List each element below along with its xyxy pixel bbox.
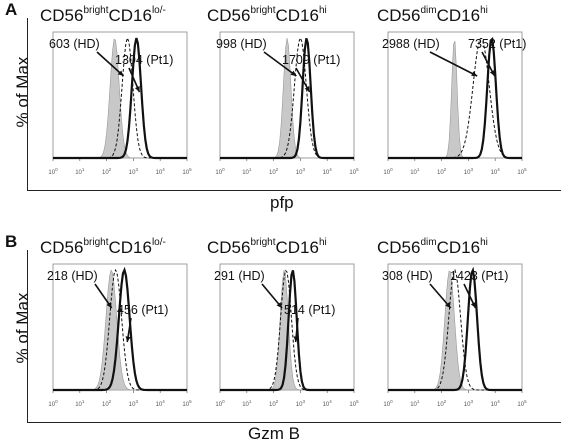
x-tick-label: 100 [48, 167, 58, 176]
pt-annotation-arrowhead [134, 86, 140, 92]
x-tick-label: 104 [156, 167, 166, 176]
x-tick-label: 102 [437, 399, 447, 408]
x-tick-label: 100 [215, 167, 225, 176]
x-tick-label: 101 [410, 167, 420, 176]
x-tick-label: 104 [491, 167, 501, 176]
x-tick-label: 100 [48, 399, 58, 408]
hd-annotation-arrowhead [445, 302, 451, 308]
hd-annotation-label: 308 (HD) [382, 269, 433, 283]
x-tick-label: 102 [269, 167, 279, 176]
panel-a-subplot-3: 100 101 102 103 104 105 2988 (HD) 7352 (Pt1) [382, 31, 527, 176]
hd-annotation-arrowhead [106, 302, 112, 308]
pt-annotation-label: 1709 (Pt1) [282, 53, 340, 67]
hd-annotation-arrowhead [471, 71, 478, 76]
x-tick-label: 105 [182, 399, 192, 408]
x-tick-label: 102 [102, 167, 112, 176]
x-tick-label: 103 [296, 399, 306, 408]
x-tick-label: 105 [349, 167, 359, 176]
panel-b-subplot-2: 100 101 102 103 104 105 291 (HD) 514 (Pt1) [214, 263, 359, 408]
pt1-histogram [388, 36, 522, 160]
pt-annotation-label: 7352 (Pt1) [468, 37, 526, 51]
x-tick-label: 103 [129, 399, 139, 408]
panel-b-subplot-1-title: CD56brightCD16lo/- [40, 237, 166, 257]
pt1-histogram [388, 266, 522, 392]
x-tick-label: 103 [464, 167, 474, 176]
hd-annotation-label: 291 (HD) [214, 269, 265, 283]
x-tick-label: 103 [129, 167, 139, 176]
pt-annotation-label: 1423 (Pt1) [450, 269, 508, 283]
x-tick-label: 104 [323, 167, 333, 176]
pt-annotation-arrowhead [304, 86, 310, 92]
x-tick-label: 103 [296, 167, 306, 176]
panel-b-subplot-3-title: CD56dimCD16hi [377, 237, 488, 257]
x-tick-label: 104 [491, 399, 501, 408]
panel-a-frame [27, 18, 561, 191]
x-tick-label: 101 [410, 399, 420, 408]
x-tick-label: 103 [464, 399, 474, 408]
pt1-histogram [220, 37, 354, 160]
isotype-control-histogram [388, 270, 522, 391]
x-tick-label: 104 [323, 399, 333, 408]
panel-a-x-axis-label: pfp [270, 193, 294, 212]
hd-annotation-arrowhead [276, 302, 283, 308]
panel-b-subplot-1: 100 101 102 103 104 105 218 (HD) 456 (Pt1) [47, 263, 192, 408]
hd-annotation-label: 603 (HD) [49, 37, 100, 51]
x-tick-label: 101 [75, 399, 85, 408]
x-tick-label: 101 [75, 167, 85, 176]
pt-annotation-arrowhead [293, 336, 299, 342]
isotype-control-histogram [53, 269, 187, 391]
pt1-histogram [53, 37, 187, 160]
panel-b-x-axis-label: Gzm B [248, 424, 300, 443]
x-tick-label: 104 [156, 399, 166, 408]
pt-annotation-label: 514 (Pt1) [284, 303, 335, 317]
hd-annotation-label: 218 (HD) [47, 269, 98, 283]
x-tick-label: 100 [383, 399, 393, 408]
panel-a-subplot-2-title: CD56brightCD16hi [207, 5, 327, 25]
x-tick-label: 101 [242, 399, 252, 408]
panel-b-subplot-2-title: CD56brightCD16hi [207, 237, 327, 257]
pt-annotation-label: 456 (Pt1) [117, 303, 168, 317]
x-tick-label: 105 [517, 399, 527, 408]
x-tick-label: 100 [215, 399, 225, 408]
hd-annotation-arrow [429, 51, 478, 77]
panel-a-subplot-1: 100 101 102 103 104 105 603 (HD) 1304 (Pt1) [48, 31, 192, 176]
hd-annotation-label: 998 (HD) [216, 37, 267, 51]
hd-annotation-arrow [263, 51, 297, 77]
panel-b-frame [27, 250, 561, 423]
pt-annotation-arrowhead [489, 70, 495, 76]
panel-a-letter: A [5, 0, 18, 19]
panel-a-subplot-2: 100 101 102 103 104 105 998 (HD) 1709 (Pt1) [215, 31, 359, 176]
hd-annotation-label: 2988 (HD) [382, 37, 440, 51]
pt-annotation-arrowhead [125, 336, 131, 342]
pt-annotation-arrowhead [470, 302, 476, 308]
isotype-control-histogram [388, 40, 522, 159]
panel-a-subplot-3-title: CD56dimCD16hi [377, 5, 488, 25]
hd-annotation-arrowhead [290, 70, 297, 76]
x-tick-label: 100 [383, 167, 393, 176]
x-tick-label: 105 [182, 167, 192, 176]
hd-annotation-arrowhead [117, 70, 124, 76]
x-tick-label: 102 [102, 399, 112, 408]
x-tick-label: 105 [349, 399, 359, 408]
pt1-histogram [53, 266, 187, 392]
x-tick-label: 101 [242, 167, 252, 176]
panel-b-letter: B [5, 232, 18, 251]
hd-annotation-arrow [96, 51, 125, 77]
panel-b-subplot-3: 100 101 102 103 104 105 308 (HD) 1423 (Pt1) [382, 263, 527, 408]
x-tick-label: 102 [437, 167, 447, 176]
x-tick-label: 105 [517, 167, 527, 176]
panel-a-subplot-1-title: CD56brightCD16lo/- [40, 5, 166, 25]
x-tick-label: 102 [269, 399, 279, 408]
pt1-histogram [220, 270, 354, 392]
pt-annotation-label: 1304 (Pt1) [115, 53, 173, 67]
